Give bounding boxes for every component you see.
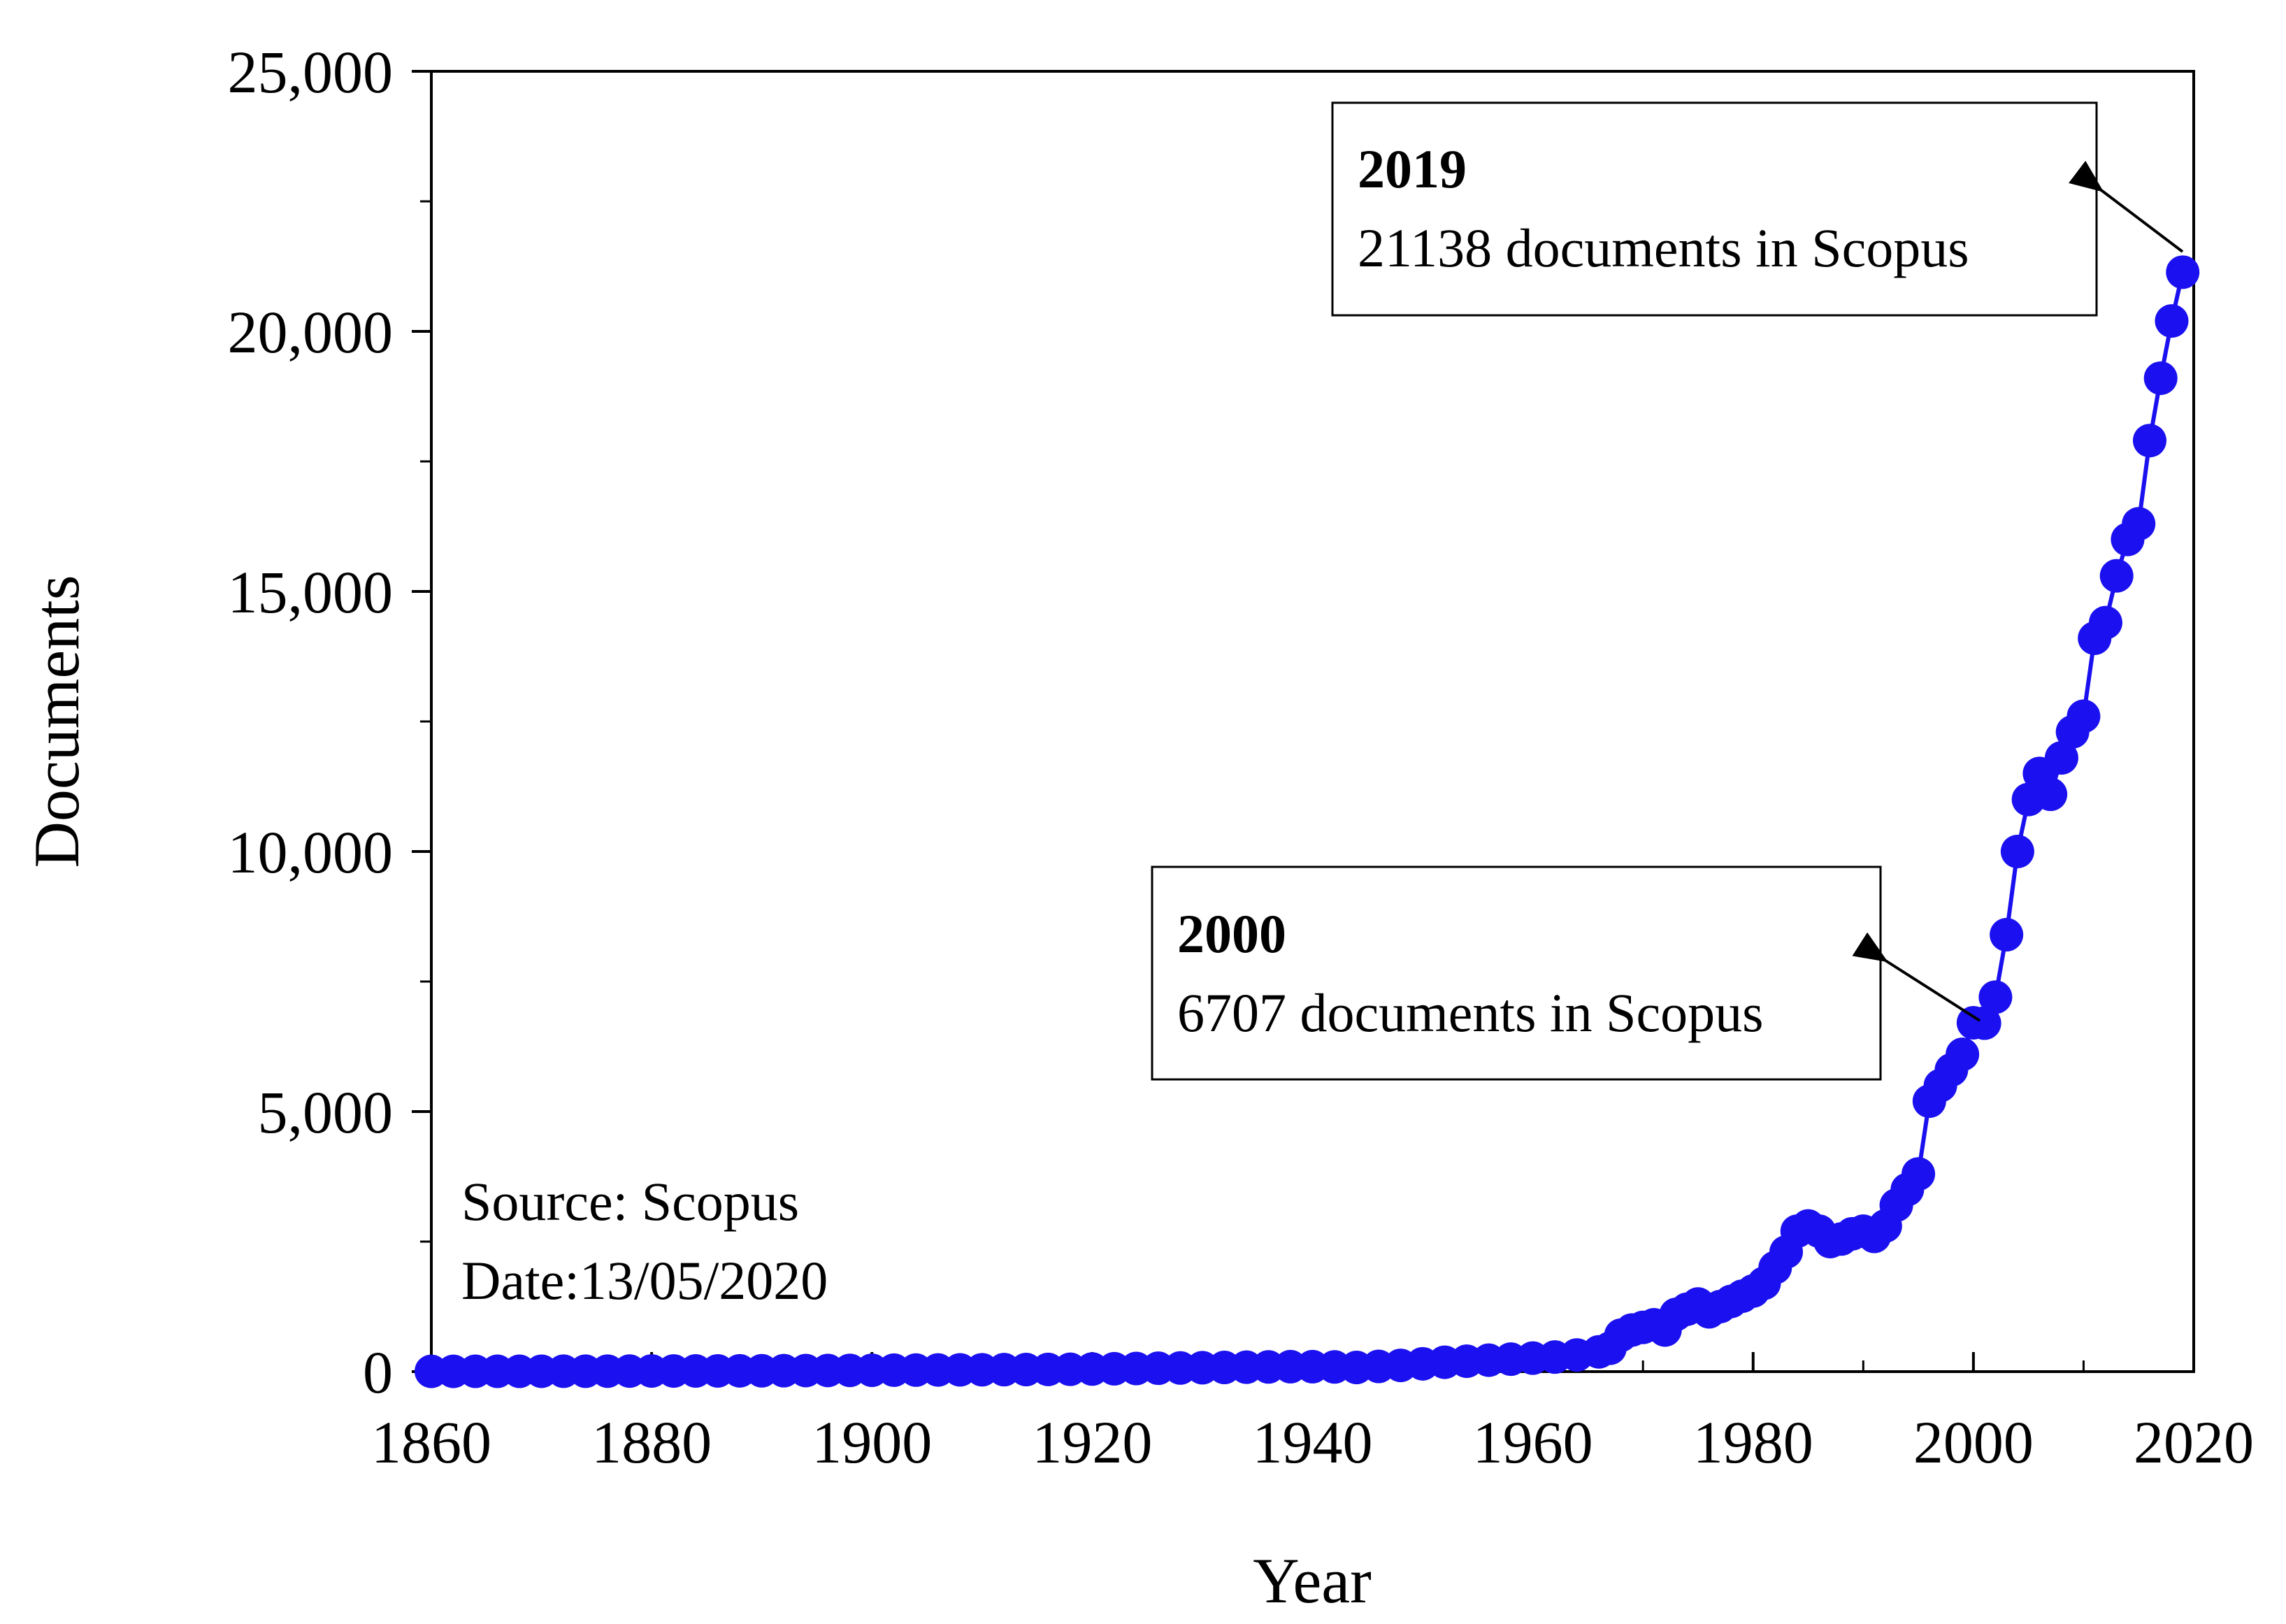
data-point — [2132, 424, 2166, 458]
y-tick-label: 10,000 — [228, 819, 394, 886]
y-tick-label: 0 — [363, 1339, 393, 1406]
y-axis-title: Documents — [21, 575, 92, 868]
data-point — [1967, 1006, 2001, 1040]
data-point — [2166, 255, 2200, 289]
annotation-2000: 2000 6707 documents in Scopus — [1151, 865, 1981, 1081]
annotation-2019-text: 21138 documents in Scopus — [1358, 217, 1969, 278]
annotation-2019-box — [1331, 101, 2098, 317]
x-tick-label: 1940 — [1253, 1409, 1373, 1476]
data-point — [2143, 361, 2178, 395]
y-tick-label: 15,000 — [228, 559, 394, 626]
annotation-2019: 2019 21138 documents in Scopus — [1331, 101, 2184, 317]
x-axis-title: Year — [1253, 1545, 1372, 1616]
x-tick-label: 1900 — [812, 1409, 932, 1476]
data-point — [2088, 605, 2122, 640]
y-axis: 0 5,000 10,000 15,000 20,000 25,000 — [228, 38, 431, 1406]
data-point — [2044, 741, 2078, 775]
data-point — [1978, 980, 2013, 1014]
annotation-2000-box — [1151, 865, 1882, 1081]
source-note: Source: Scopus — [461, 1171, 799, 1232]
data-point — [1990, 918, 2024, 952]
x-tick-label: 1960 — [1473, 1409, 1593, 1476]
annotation-2000-year: 2000 — [1177, 903, 1286, 964]
y-tick-label: 25,000 — [228, 38, 394, 106]
x-tick-label: 2000 — [1913, 1409, 2034, 1476]
data-point — [1902, 1157, 1936, 1191]
data-point — [2099, 559, 2134, 593]
data-point — [1946, 1037, 1980, 1072]
annotation-2019-year: 2019 — [1358, 138, 1467, 199]
x-tick-label: 2020 — [2134, 1409, 2254, 1476]
x-tick-label: 1880 — [591, 1409, 712, 1476]
date-note: Date:13/05/2020 — [461, 1250, 828, 1311]
data-point — [2155, 304, 2189, 338]
x-tick-label: 1920 — [1032, 1409, 1152, 1476]
annotation-2019-arrow — [2069, 160, 2184, 253]
y-tick-label: 20,000 — [228, 299, 394, 366]
annotation-2000-arrow — [1852, 932, 1981, 1022]
data-point — [2034, 777, 2068, 812]
data-point — [2066, 699, 2101, 733]
x-axis: 1860 1880 1900 1920 1940 1960 1980 2000 2020 — [371, 1352, 2254, 1476]
annotation-2000-text: 6707 documents in Scopus — [1177, 982, 1763, 1043]
series-layer — [415, 255, 2200, 1388]
x-tick-label: 1860 — [371, 1409, 491, 1476]
x-tick-label: 1980 — [1693, 1409, 1813, 1476]
y-tick-label: 5,000 — [258, 1079, 394, 1146]
data-point — [2000, 835, 2034, 868]
data-point — [2122, 507, 2156, 541]
